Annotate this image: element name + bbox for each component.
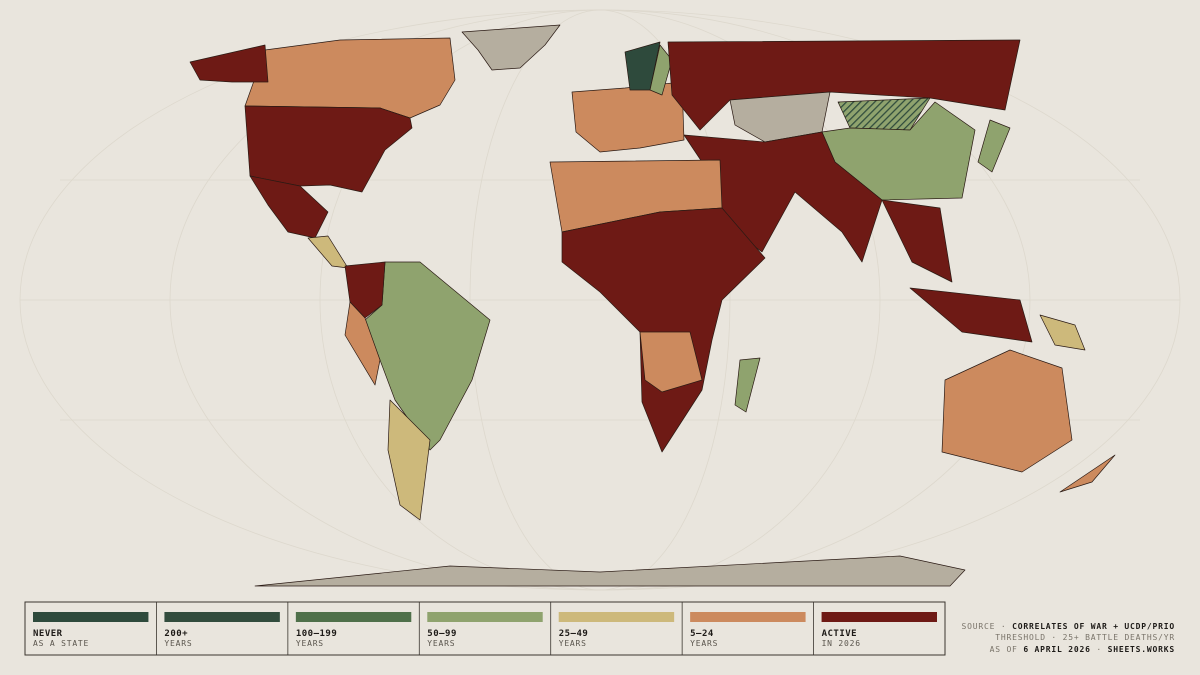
country: [364, 261, 491, 451]
country: [387, 399, 431, 521]
country: [909, 287, 1033, 343]
legend-label: NEVER: [33, 629, 63, 639]
date-prefix: AS OF: [990, 645, 1018, 654]
legend-swatch: [821, 612, 937, 622]
legend-label: ACTIVE: [822, 629, 858, 639]
country: [244, 105, 413, 193]
country: [189, 44, 269, 83]
country: [344, 301, 381, 386]
legend-sublabel: YEARS: [690, 639, 718, 648]
legend-box: [24, 601, 946, 656]
country: [1059, 454, 1116, 493]
legend-sublabel: YEARS: [427, 639, 455, 648]
legend-sublabel: YEARS: [164, 639, 192, 648]
legend-swatch: [295, 612, 412, 622]
country: [649, 44, 673, 96]
country: [881, 199, 953, 283]
legend-swatch: [558, 612, 675, 622]
legend-swatch: [427, 612, 543, 622]
country: [344, 261, 386, 319]
source-prefix: SOURCE ·: [962, 622, 1007, 631]
source-name: CORRELATES OF WAR + UCDP/PRIO: [1012, 622, 1175, 631]
legend-label: 5–24: [690, 629, 714, 639]
legend-sublabel: YEARS: [296, 639, 324, 648]
legend-label: 100–199: [296, 629, 337, 639]
country: [571, 81, 685, 153]
country: [461, 24, 561, 71]
source-note: SOURCE · CORRELATES OF WAR + UCDP/PRIO T…: [962, 622, 1175, 654]
legend-sublabel: IN 2026: [822, 639, 861, 648]
countries: [189, 24, 1116, 587]
date-line: AS OF 6 APRIL 2026 · SHEETS.WORKS: [990, 645, 1175, 654]
country: [307, 235, 349, 269]
legend-swatch: [164, 612, 280, 622]
legend-label: 50–99: [427, 629, 457, 639]
threshold-line: THRESHOLD · 25+ BATTLE DEATHS/YR: [995, 633, 1175, 642]
legend-sublabel: AS A STATE: [33, 639, 89, 648]
legend-swatch: [690, 612, 806, 622]
legend-sublabel: YEARS: [559, 639, 587, 648]
country: [977, 119, 1011, 173]
country: [254, 555, 966, 587]
site: SHEETS.WORKS: [1108, 645, 1175, 654]
country: [941, 349, 1073, 473]
country: [639, 331, 703, 393]
legend-label: 200+: [164, 629, 188, 639]
country: [1039, 314, 1086, 351]
legend-swatch: [33, 612, 149, 622]
legend-label: 25–49: [559, 629, 589, 639]
source-line: SOURCE · CORRELATES OF WAR + UCDP/PRIO: [962, 622, 1175, 631]
country: [667, 39, 1021, 131]
country: [244, 37, 456, 119]
country: [561, 207, 766, 453]
country: [734, 357, 761, 413]
separator: ·: [1096, 645, 1102, 654]
date: 6 APRIL 2026: [1023, 645, 1090, 654]
